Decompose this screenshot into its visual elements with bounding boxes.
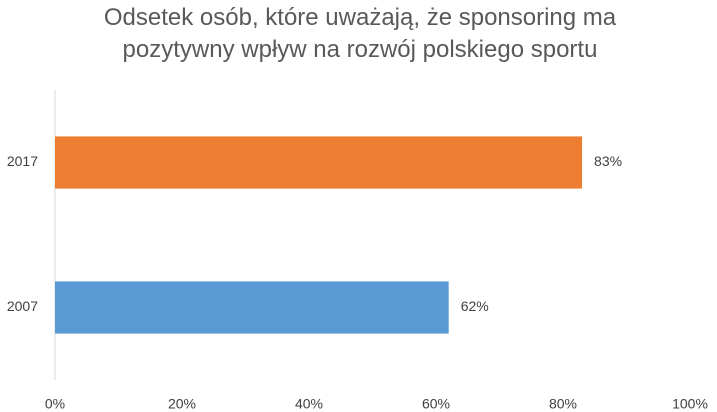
data-label: 62% bbox=[461, 298, 489, 314]
x-tick-label: 0% bbox=[45, 396, 65, 412]
data-label: 83% bbox=[594, 153, 622, 169]
x-tick-label: 60% bbox=[422, 396, 450, 412]
x-tick-label: 20% bbox=[168, 396, 196, 412]
y-tick-label: 2007 bbox=[7, 298, 38, 314]
y-tick-label: 2017 bbox=[7, 153, 38, 169]
x-tick-label: 100% bbox=[672, 396, 708, 412]
x-tick-label: 40% bbox=[295, 396, 323, 412]
bar bbox=[55, 136, 583, 189]
x-tick-label: 80% bbox=[549, 396, 577, 412]
chart-title: Odsetek osób, które uważają, że sponsori… bbox=[103, 4, 617, 63]
bar bbox=[55, 281, 449, 334]
